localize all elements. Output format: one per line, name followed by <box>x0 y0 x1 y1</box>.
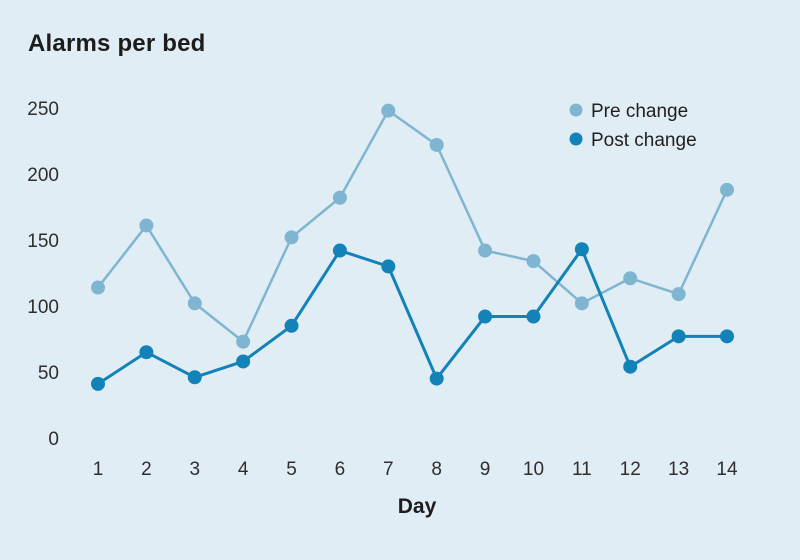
post-change-point-day-9 <box>478 309 493 324</box>
post-change-line <box>96 247 729 386</box>
post-change-point-day-2 <box>139 345 154 360</box>
y-tick-label: 50 <box>38 363 59 384</box>
post-change-point-day-3 <box>187 370 202 385</box>
x-tick-label: 7 <box>383 459 394 480</box>
pre-change-point-day-13 <box>671 287 686 302</box>
pre-change-point-day-1 <box>91 280 105 295</box>
legend-dot-post-change-icon <box>569 132 583 146</box>
post-change-point-day-1 <box>91 376 105 391</box>
x-tick-label: 11 <box>572 459 592 480</box>
y-tick-label: 0 <box>48 429 59 450</box>
post-change-point-day-4 <box>236 354 251 369</box>
pre-change-point-day-6 <box>332 190 347 205</box>
y-tick-label: 200 <box>27 165 59 186</box>
pre-change-point-day-14 <box>719 182 734 197</box>
legend-dot-pre-change-icon <box>569 103 583 117</box>
pre-change-point-day-5 <box>284 230 299 245</box>
y-tick-label: 100 <box>27 297 59 318</box>
x-tick-label: 14 <box>716 459 738 480</box>
x-tick-label: 9 <box>480 459 491 480</box>
y-tick-label: 250 <box>27 99 59 120</box>
legend: Pre change Post change <box>569 101 697 151</box>
chart-title: Alarms per bed <box>28 30 206 57</box>
x-tick-label: 6 <box>335 459 346 480</box>
x-tick-label: 12 <box>620 459 641 480</box>
x-tick-label: 4 <box>238 459 249 480</box>
x-tick-label: 10 <box>523 459 544 480</box>
post-change-point-day-14 <box>719 329 734 344</box>
pre-change-point-day-2 <box>139 218 154 233</box>
post-change-point-day-7 <box>381 259 396 274</box>
post-change-point-day-12 <box>623 359 638 374</box>
x-tick-label: 13 <box>668 459 689 480</box>
x-axis-title: Day <box>398 495 437 518</box>
legend-label-post-change: Post change <box>591 130 697 151</box>
pre-change-point-day-9 <box>478 243 493 258</box>
pre-change-point-day-12 <box>623 271 638 286</box>
post-change-point-day-5 <box>284 318 299 333</box>
pre-change-point-day-10 <box>526 254 541 269</box>
post-change-point-day-8 <box>429 371 444 386</box>
pre-change-point-day-7 <box>381 103 396 118</box>
x-tick-label: 3 <box>189 459 200 480</box>
x-tick-label: 1 <box>93 459 104 480</box>
post-change-point-day-6 <box>332 243 347 258</box>
pre-change-line <box>96 109 729 343</box>
legend-label-pre-change: Pre change <box>591 101 688 122</box>
pre-change-point-day-11 <box>574 296 589 311</box>
pre-change-point-day-3 <box>187 296 202 311</box>
post-change-point-day-13 <box>671 329 686 344</box>
pre-change-point-day-4 <box>236 334 251 349</box>
x-tick-label: 2 <box>141 459 152 480</box>
x-tick-label: 8 <box>431 459 442 480</box>
y-tick-label: 150 <box>27 231 59 252</box>
post-change-point-day-10 <box>526 309 541 324</box>
x-tick-label: 5 <box>286 459 297 480</box>
pre-change-point-day-8 <box>429 137 444 152</box>
post-change-point-day-11 <box>574 242 589 257</box>
